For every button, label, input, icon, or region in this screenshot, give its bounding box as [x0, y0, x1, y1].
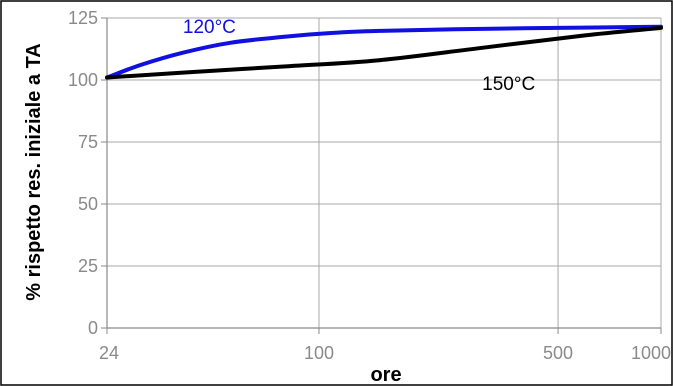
x-tick-label: 1000 [631, 343, 671, 363]
series-line-1 [105, 25, 663, 80]
y-tick-label: 100 [68, 70, 98, 90]
grid [107, 17, 662, 328]
x-tick-label: 100 [304, 343, 334, 363]
tick-labels: 0 25 50 75 100 125 24 100 500 1000 [68, 8, 671, 363]
x-tick-label: 500 [543, 343, 573, 363]
y-tick-label: 0 [88, 318, 98, 338]
series [105, 24, 663, 80]
axes [101, 17, 662, 334]
x-axis-title: ore [370, 364, 401, 386]
y-tick-label: 75 [78, 132, 98, 152]
series-labels: 120°C 150°C [183, 17, 535, 95]
series-label-1: 150°C [482, 74, 535, 95]
y-tick-label: 25 [78, 256, 98, 276]
y-tick-label: 125 [68, 8, 98, 28]
y-axis-title: % rispetto res. iniziale a TA [23, 43, 45, 300]
series-line-0 [105, 24, 663, 80]
series-label-0: 120°C [183, 17, 236, 38]
x-tick-label: 24 [99, 343, 119, 363]
y-tick-label: 50 [78, 194, 98, 214]
